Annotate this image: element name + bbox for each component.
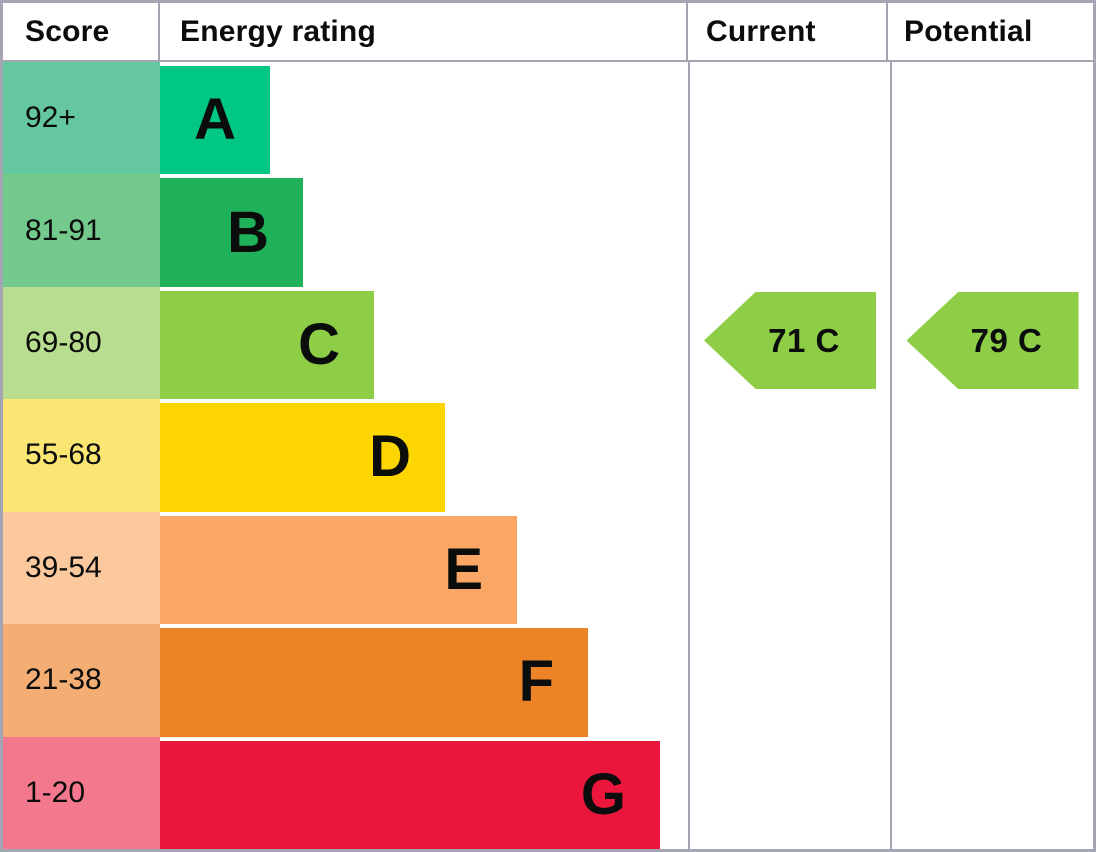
table-header: Score Energy rating Current Potential xyxy=(3,3,1093,62)
header-energy-rating: Energy rating xyxy=(160,3,688,60)
score-range-c: 69-80 xyxy=(3,286,160,400)
bar-track: F xyxy=(160,624,690,737)
score-range-a: 92+ xyxy=(3,62,160,175)
header-current: Current xyxy=(688,3,888,60)
header-potential: Potential xyxy=(904,14,1033,48)
band-row-c: 69-80 C xyxy=(3,286,690,400)
rating-bar-b: B xyxy=(160,178,303,287)
table-body: 92+ A 81-91 B 69-80 C 55-68 xyxy=(3,62,1093,849)
score-range-b: 81-91 xyxy=(3,174,160,287)
band-stack: 92+ A 81-91 B 69-80 C 55-68 xyxy=(3,62,690,849)
rating-bar-f: F xyxy=(160,628,588,737)
bar-track: B xyxy=(160,174,690,287)
band-row-b: 81-91 B xyxy=(3,174,690,287)
score-range-f: 21-38 xyxy=(3,624,160,737)
potential-rating-arrow: 79 C xyxy=(906,292,1079,389)
header-score: Score xyxy=(3,3,160,60)
rating-bar-d: D xyxy=(160,403,445,512)
score-range-d: 55-68 xyxy=(3,399,160,512)
band-row-g: 1-20 G xyxy=(3,736,690,849)
score-range-g: 1-20 xyxy=(3,736,160,849)
rating-bar-c: C xyxy=(160,290,374,400)
band-row-a: 92+ A xyxy=(3,62,690,175)
bar-track: G xyxy=(160,737,690,849)
bar-track: E xyxy=(160,512,690,625)
current-rating-arrow: 71 C xyxy=(704,292,876,389)
rating-bar-e: E xyxy=(160,515,517,625)
current-column: 71 C xyxy=(688,62,890,849)
band-row-e: 39-54 E xyxy=(3,511,690,625)
band-row-d: 55-68 D xyxy=(3,399,690,512)
bar-track: C xyxy=(160,287,690,400)
potential-column: 79 C xyxy=(890,62,1093,849)
rating-bar-g: G xyxy=(160,740,660,849)
rating-bar-a: A xyxy=(160,66,270,175)
band-row-f: 21-38 F xyxy=(3,624,690,737)
score-range-e: 39-54 xyxy=(3,511,160,625)
bar-track: D xyxy=(160,399,690,512)
bar-track: A xyxy=(160,62,690,175)
